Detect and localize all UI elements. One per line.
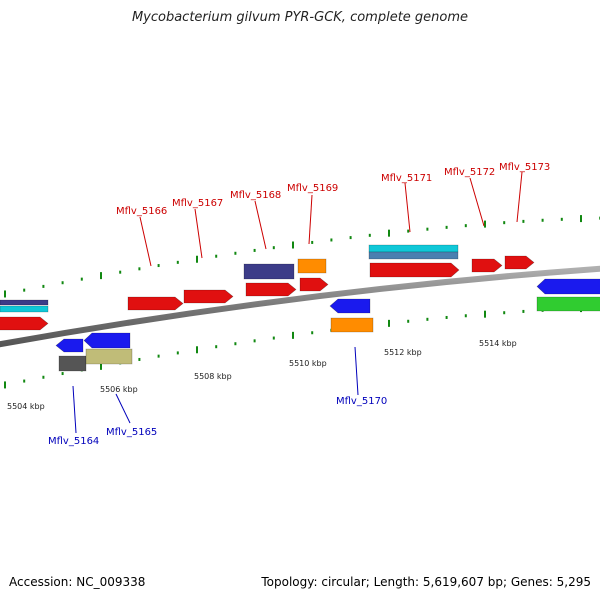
scale-label: 5510 kbp bbox=[289, 359, 327, 368]
leader-line bbox=[115, 393, 131, 424]
gene-label: Mflv_5166 bbox=[116, 206, 167, 217]
scale-label: 5508 kbp bbox=[194, 372, 232, 381]
label-leaders bbox=[72, 171, 523, 434]
cds-forward-arrow bbox=[245, 282, 297, 297]
gene-labels: Mflv_5164 Mflv_5165 Mflv_5166 Mflv_5167 … bbox=[48, 162, 550, 447]
cds-forward-arrow bbox=[127, 296, 184, 311]
gene-label: Mflv_5168 bbox=[230, 190, 281, 201]
cds-reverse-arrow bbox=[329, 298, 371, 314]
cds-reverse-arrow bbox=[536, 278, 600, 295]
cds-forward-arrow bbox=[299, 277, 329, 292]
leader-line bbox=[354, 346, 359, 396]
cog-block bbox=[0, 305, 49, 313]
leader-line bbox=[194, 208, 203, 259]
cds-forward-arrow bbox=[183, 289, 234, 304]
scale-label: 5506 kbp bbox=[100, 385, 138, 394]
gene-label: Mflv_5171 bbox=[381, 173, 432, 184]
leader-line bbox=[469, 177, 485, 227]
gene-label: Mflv_5165 bbox=[106, 427, 157, 438]
cds-forward-arrow bbox=[0, 316, 49, 331]
scale-labels: 5504 kbp 5506 kbp 5508 kbp 5510 kbp 5512… bbox=[7, 339, 517, 411]
leader-line bbox=[254, 200, 267, 250]
leader-line bbox=[308, 194, 313, 245]
cds-reverse-arrow bbox=[83, 332, 131, 349]
cog-block bbox=[243, 263, 295, 280]
genome-stats-text: Topology: circular; Length: 5,619,607 bp… bbox=[261, 575, 591, 589]
leader-line bbox=[516, 171, 523, 223]
scale-label: 5504 kbp bbox=[7, 402, 45, 411]
cog-block bbox=[297, 258, 327, 274]
gene-label: Mflv_5173 bbox=[499, 162, 550, 173]
cog-block bbox=[58, 355, 87, 372]
gene-label: Mflv_5169 bbox=[287, 183, 338, 194]
cds-forward-arrow bbox=[471, 258, 503, 273]
gene-label: Mflv_5167 bbox=[172, 198, 223, 209]
scale-label: 5514 kbp bbox=[479, 339, 517, 348]
cog-block bbox=[536, 296, 600, 312]
cog-block bbox=[330, 317, 374, 333]
leader-line bbox=[72, 385, 77, 434]
leader-line bbox=[404, 182, 411, 233]
cog-block bbox=[368, 244, 459, 253]
cds-forward-arrow bbox=[504, 255, 535, 270]
accession-text: Accession: NC_009338 bbox=[9, 575, 146, 589]
map-title: Mycobacterium gilvum PYR-GCK, complete g… bbox=[131, 10, 469, 25]
genome-backbone bbox=[0, 265, 600, 348]
cog-block bbox=[0, 299, 49, 306]
gene-label: Mflv_5170 bbox=[336, 396, 387, 407]
cog-block bbox=[85, 348, 133, 365]
leader-line bbox=[139, 216, 152, 267]
gene-label: Mflv_5172 bbox=[444, 167, 495, 178]
cds-forward-arrow bbox=[369, 262, 460, 278]
scale-label: 5512 kbp bbox=[384, 348, 422, 357]
gene-label: Mflv_5164 bbox=[48, 436, 99, 447]
cog-block bbox=[368, 251, 459, 260]
cds-reverse-arrow bbox=[55, 338, 84, 353]
features bbox=[0, 244, 600, 372]
